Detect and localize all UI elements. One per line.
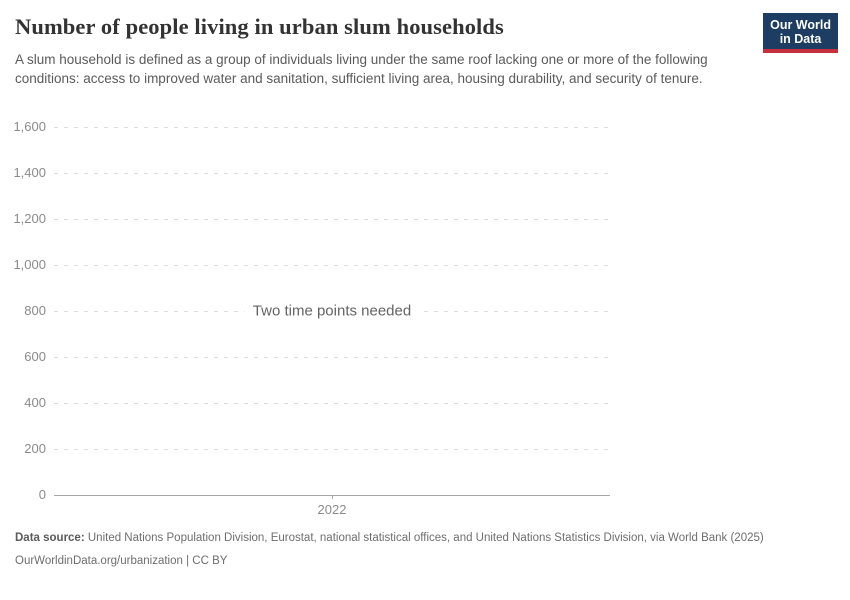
y-tick-label: 1,000	[13, 257, 46, 272]
owid-logo-line1: Our World	[770, 18, 831, 32]
y-tick-label: 1,200	[13, 211, 46, 226]
gridline	[54, 127, 610, 128]
attribution-line: OurWorldinData.org/urbanization | CC BY	[15, 555, 228, 567]
data-source-text: United Nations Population Division, Euro…	[87, 532, 764, 544]
gridline	[54, 173, 610, 174]
y-tick-label: 1,600	[13, 119, 46, 134]
y-axis-labels: 0 200 400 600 800 1,000 1,200 1,400 1,600	[0, 119, 46, 502]
no-data-note: Two time points needed	[244, 301, 420, 321]
y-tick-label: 800	[24, 303, 46, 318]
owid-logo: Our World in Data	[763, 13, 838, 53]
data-source-label: Data source:	[15, 532, 85, 544]
plot-area: 2022 Two time points needed	[54, 127, 610, 517]
x-tick-mark	[331, 495, 333, 499]
y-tick-label: 400	[24, 395, 46, 410]
chart-footer: Data source: United Nations Population D…	[15, 531, 827, 569]
y-tick-label: 0	[38, 487, 46, 502]
data-source-line: Data source: United Nations Population D…	[15, 531, 827, 546]
page-title: Number of people living in urban slum ho…	[15, 14, 504, 39]
y-tick-label: 200	[24, 441, 46, 456]
y-tick-label: 1,400	[13, 165, 46, 180]
y-tick-label: 600	[24, 349, 46, 364]
gridline	[54, 265, 610, 266]
page-subtitle: A slum household is defined as a group o…	[15, 52, 708, 86]
gridline	[54, 357, 610, 358]
gridline	[54, 403, 610, 404]
owid-logo-line2: in Data	[779, 32, 822, 46]
x-tick-label: 2022	[317, 502, 347, 517]
gridline	[54, 449, 610, 450]
gridline	[54, 219, 610, 220]
